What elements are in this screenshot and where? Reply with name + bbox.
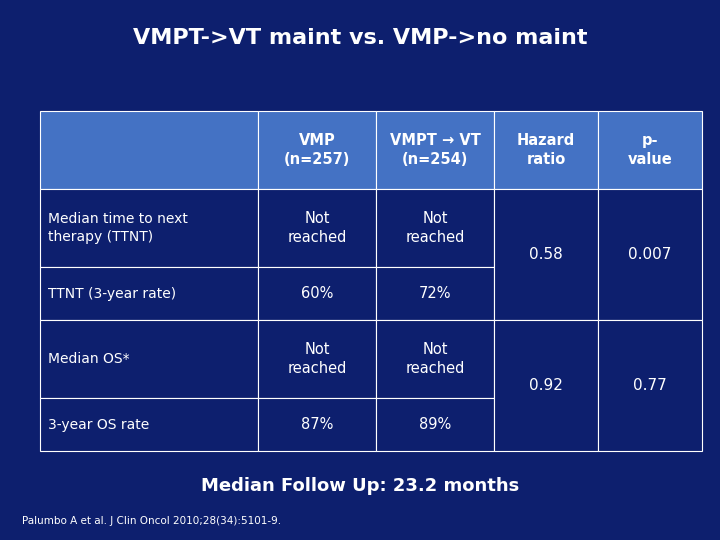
FancyBboxPatch shape <box>258 320 376 398</box>
FancyBboxPatch shape <box>598 111 702 189</box>
Text: VMPT->VT maint vs. VMP->no maint: VMPT->VT maint vs. VMP->no maint <box>132 28 588 48</box>
Text: 87%: 87% <box>301 417 333 432</box>
Text: Median Follow Up: 23.2 months: Median Follow Up: 23.2 months <box>201 477 519 495</box>
FancyBboxPatch shape <box>40 189 258 267</box>
FancyBboxPatch shape <box>598 189 702 320</box>
FancyBboxPatch shape <box>376 189 495 267</box>
Text: 89%: 89% <box>419 417 451 432</box>
Text: Not
reached: Not reached <box>405 342 465 376</box>
FancyBboxPatch shape <box>495 111 598 189</box>
FancyBboxPatch shape <box>40 398 258 451</box>
FancyBboxPatch shape <box>495 189 598 320</box>
Text: Not
reached: Not reached <box>405 211 465 245</box>
FancyBboxPatch shape <box>40 111 258 189</box>
Text: 0.007: 0.007 <box>629 247 672 262</box>
Text: Not
reached: Not reached <box>287 211 347 245</box>
Text: 0.58: 0.58 <box>529 247 563 262</box>
FancyBboxPatch shape <box>376 398 495 451</box>
FancyBboxPatch shape <box>258 267 376 320</box>
FancyBboxPatch shape <box>40 320 258 398</box>
Text: TTNT (3-year rate): TTNT (3-year rate) <box>48 287 176 301</box>
Text: Median OS*: Median OS* <box>48 352 130 366</box>
FancyBboxPatch shape <box>495 320 598 451</box>
Text: 0.92: 0.92 <box>529 378 563 393</box>
FancyBboxPatch shape <box>598 320 702 451</box>
Text: Not
reached: Not reached <box>287 342 347 376</box>
Text: p-
value: p- value <box>628 133 672 167</box>
Text: VMPT → VT
(n=254): VMPT → VT (n=254) <box>390 133 481 167</box>
FancyBboxPatch shape <box>40 267 258 320</box>
FancyBboxPatch shape <box>376 111 495 189</box>
FancyBboxPatch shape <box>258 398 376 451</box>
Text: 0.77: 0.77 <box>633 378 667 393</box>
Text: Palumbo A et al. J Clin Oncol 2010;28(34):5101-9.: Palumbo A et al. J Clin Oncol 2010;28(34… <box>22 516 281 526</box>
FancyBboxPatch shape <box>258 189 376 267</box>
Text: 3-year OS rate: 3-year OS rate <box>48 417 150 431</box>
Text: VMP
(n=257): VMP (n=257) <box>284 133 350 167</box>
Text: 60%: 60% <box>301 286 333 301</box>
FancyBboxPatch shape <box>258 111 376 189</box>
FancyBboxPatch shape <box>376 267 495 320</box>
FancyBboxPatch shape <box>376 320 495 398</box>
Text: 72%: 72% <box>419 286 451 301</box>
Text: Hazard
ratio: Hazard ratio <box>517 133 575 167</box>
Text: Median time to next
therapy (TTNT): Median time to next therapy (TTNT) <box>48 212 188 244</box>
